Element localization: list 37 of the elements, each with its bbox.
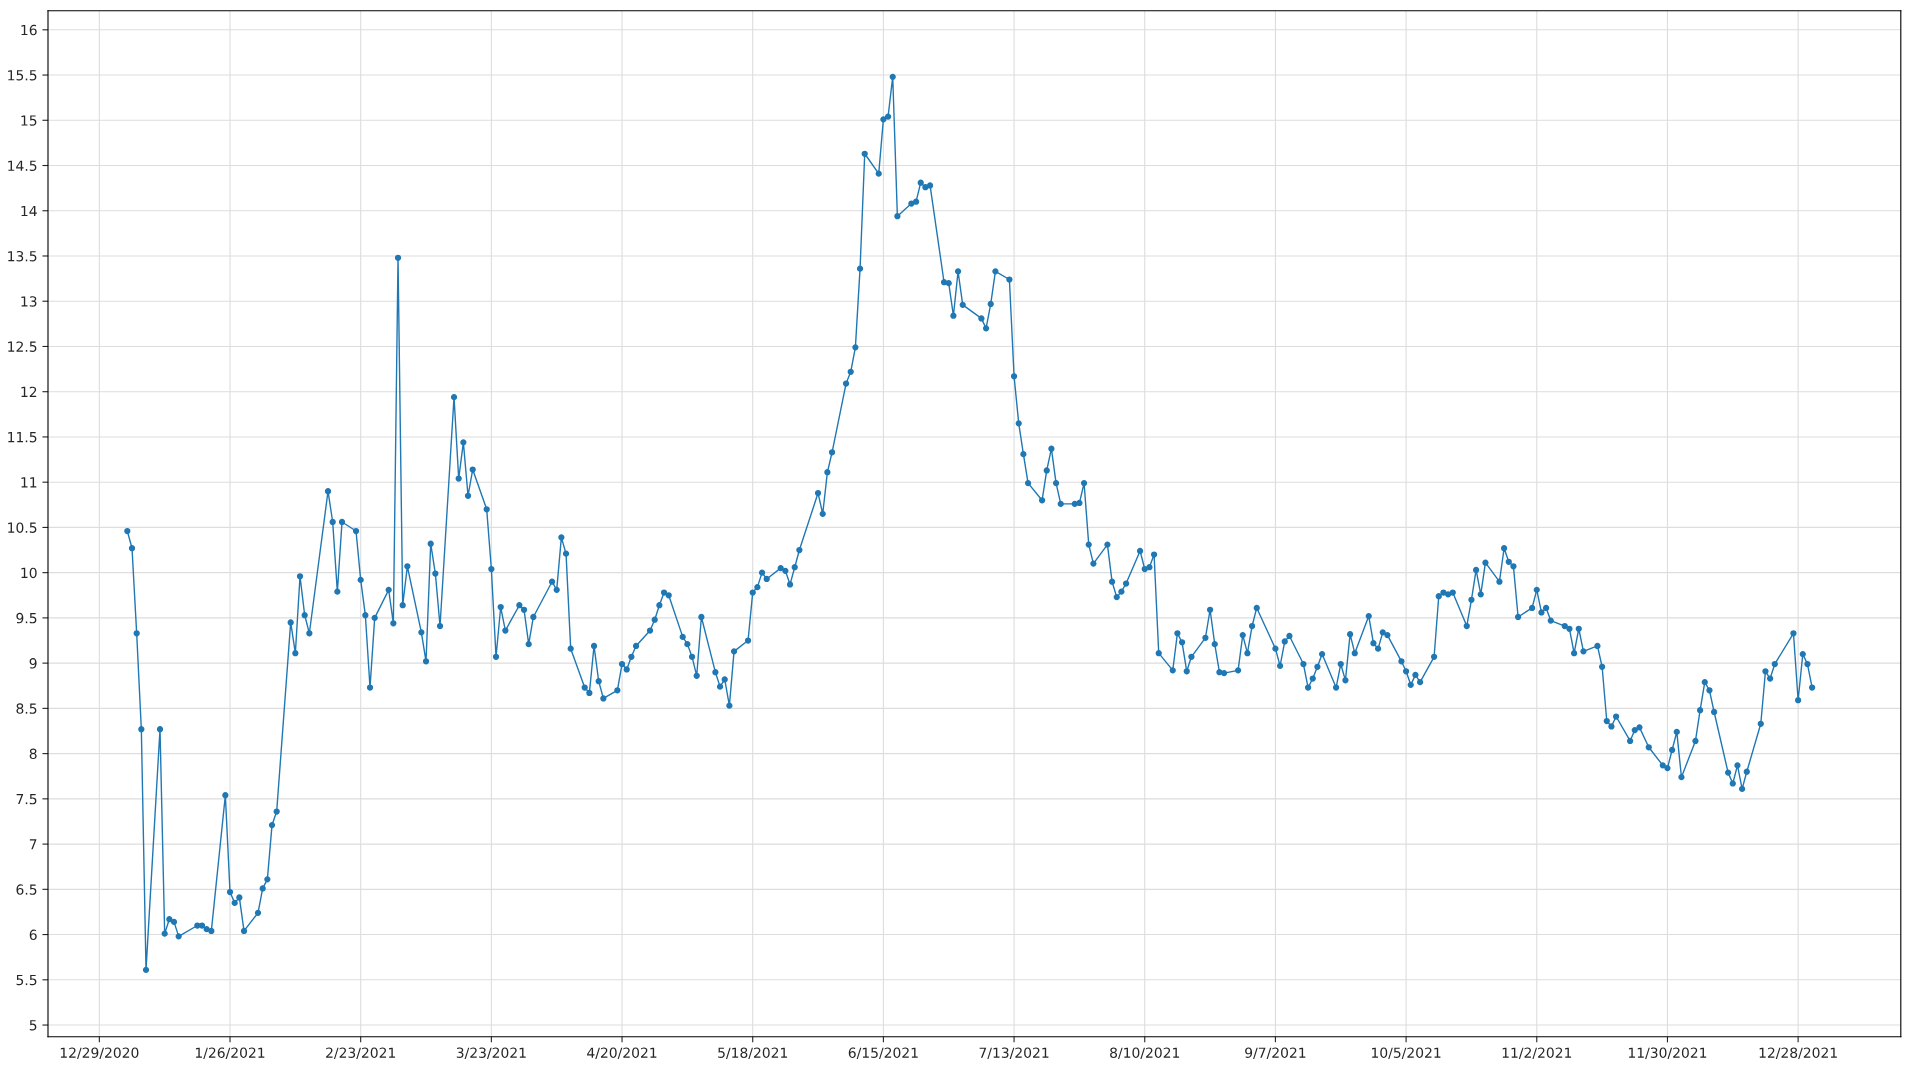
x-tick-label: 8/10/2021 [1110, 1047, 1180, 1060]
x-tick-label: 10/5/2021 [1372, 1047, 1441, 1060]
x-tick-label: 2/23/2021 [326, 1047, 396, 1060]
y-tick-label: 15.5 [8, 70, 37, 81]
y-tick-label: 10.5 [8, 522, 37, 533]
x-tick-label: 6/15/2021 [848, 1047, 918, 1060]
x-tick-label: 12/29/2020 [60, 1047, 139, 1060]
x-tick-label: 9/7/2021 [1245, 1047, 1306, 1060]
y-tick-label: 6 [29, 929, 37, 941]
x-tick-label: 7/13/2021 [979, 1047, 1049, 1060]
y-tick-label: 11 [21, 477, 37, 488]
y-tick-label: 8.5 [16, 703, 37, 714]
y-tick-label: 6.5 [16, 884, 37, 895]
y-tick-label: 13.5 [8, 250, 37, 262]
y-tick-label: 9.5 [16, 612, 37, 624]
x-tick-label: 5/18/2021 [718, 1047, 788, 1060]
y-tick-label: 8 [29, 748, 37, 760]
y-tick-label: 5 [29, 1020, 37, 1031]
y-tick-label: 10 [21, 567, 37, 579]
y-tick-label: 7 [29, 839, 37, 850]
y-tick-label: 15 [21, 115, 37, 126]
x-tick-label: 1/26/2021 [195, 1047, 265, 1060]
y-tick-label: 7.5 [16, 794, 37, 805]
y-tick-label: 13 [21, 296, 37, 307]
y-tick-label: 16 [21, 24, 37, 36]
y-tick-label: 12.5 [8, 341, 37, 352]
y-tick-label: 5.5 [16, 974, 37, 986]
x-tick-label: 3/23/2021 [456, 1047, 526, 1060]
y-tick-label: 12 [21, 386, 37, 397]
y-tick-label: 9 [29, 658, 37, 669]
y-tick-label: 14 [21, 205, 37, 217]
x-tick-label: 12/28/2021 [1759, 1047, 1837, 1060]
x-tick-label: 4/20/2021 [587, 1047, 657, 1060]
x-tick-label: 11/30/2021 [1628, 1047, 1707, 1060]
y-tick-label: 11.5 [8, 432, 37, 443]
y-tick-label: 14.5 [8, 160, 37, 171]
x-tick-label: 11/2/2021 [1502, 1047, 1572, 1060]
